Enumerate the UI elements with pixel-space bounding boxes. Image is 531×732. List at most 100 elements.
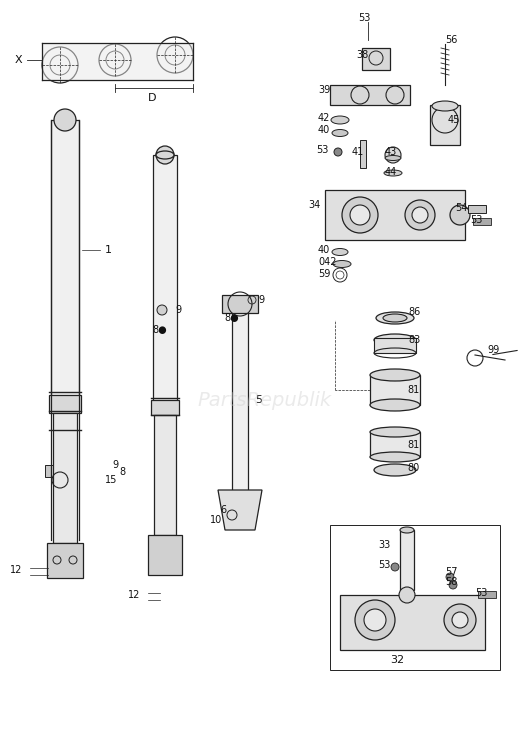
Circle shape <box>364 609 386 631</box>
Bar <box>232 300 248 510</box>
Text: 33: 33 <box>378 540 390 550</box>
Text: 9: 9 <box>258 295 264 305</box>
Circle shape <box>385 147 401 163</box>
Circle shape <box>355 600 395 640</box>
Ellipse shape <box>332 248 348 255</box>
Bar <box>53 413 77 543</box>
Ellipse shape <box>385 155 401 160</box>
Polygon shape <box>218 490 262 530</box>
Text: 15: 15 <box>105 475 117 485</box>
Ellipse shape <box>384 170 402 176</box>
Text: 42: 42 <box>318 113 330 123</box>
Ellipse shape <box>374 464 416 476</box>
Bar <box>222 295 258 313</box>
Text: 53: 53 <box>470 215 482 225</box>
Text: 41: 41 <box>352 147 364 157</box>
Bar <box>374 338 416 353</box>
Text: 59: 59 <box>318 269 330 279</box>
Circle shape <box>399 587 415 603</box>
Circle shape <box>444 604 476 636</box>
Text: PartsRepublik: PartsRepublik <box>198 390 332 409</box>
Bar <box>362 48 390 70</box>
Bar <box>154 415 176 535</box>
Text: 39: 39 <box>318 85 330 95</box>
Bar <box>330 525 500 670</box>
Text: 53: 53 <box>475 588 487 598</box>
Text: 44: 44 <box>385 167 397 177</box>
Ellipse shape <box>383 314 407 322</box>
Ellipse shape <box>370 399 420 411</box>
Ellipse shape <box>374 334 416 346</box>
Text: 54: 54 <box>455 203 467 213</box>
Circle shape <box>342 197 378 233</box>
Text: 45: 45 <box>448 115 460 125</box>
Ellipse shape <box>432 101 458 111</box>
Text: 53: 53 <box>316 145 328 155</box>
Text: 8: 8 <box>119 467 125 477</box>
Bar <box>45 465 53 477</box>
Text: 12: 12 <box>128 590 140 600</box>
Circle shape <box>157 305 167 315</box>
Circle shape <box>412 207 428 223</box>
Circle shape <box>446 573 454 581</box>
Text: 40: 40 <box>318 125 330 135</box>
Circle shape <box>450 205 470 225</box>
Circle shape <box>452 612 468 628</box>
Bar <box>360 140 366 168</box>
Bar <box>370 432 420 457</box>
Bar <box>47 543 83 578</box>
Bar <box>153 155 177 405</box>
Bar <box>430 105 460 145</box>
Circle shape <box>391 563 399 571</box>
Text: 57: 57 <box>445 567 458 577</box>
Text: 99: 99 <box>487 345 499 355</box>
Text: 10: 10 <box>210 515 222 525</box>
Text: 38: 38 <box>356 50 369 60</box>
Circle shape <box>334 148 342 156</box>
Bar <box>151 400 179 415</box>
Text: 58: 58 <box>445 577 457 587</box>
Ellipse shape <box>376 312 414 324</box>
Text: 9: 9 <box>112 460 118 470</box>
Bar <box>468 205 486 213</box>
Bar <box>49 395 81 413</box>
Bar <box>340 595 485 650</box>
Bar <box>473 218 491 225</box>
Ellipse shape <box>331 116 349 124</box>
Text: 8●: 8● <box>224 313 238 323</box>
Text: 042: 042 <box>318 257 337 267</box>
Ellipse shape <box>156 151 174 159</box>
Text: 40: 40 <box>318 245 330 255</box>
Text: 5: 5 <box>255 395 262 405</box>
Bar <box>148 535 182 575</box>
Text: 32: 32 <box>390 655 404 665</box>
Text: 53: 53 <box>378 560 390 570</box>
Circle shape <box>405 200 435 230</box>
Text: D: D <box>148 93 157 103</box>
Text: 53: 53 <box>358 13 371 23</box>
Circle shape <box>449 581 457 589</box>
Circle shape <box>156 146 174 164</box>
Text: 80: 80 <box>407 463 419 473</box>
Ellipse shape <box>370 369 420 381</box>
Bar <box>51 120 79 400</box>
Text: 43: 43 <box>385 147 397 157</box>
Text: 81: 81 <box>407 385 419 395</box>
Text: 56: 56 <box>445 35 457 45</box>
Bar <box>478 591 496 598</box>
Bar <box>400 530 414 590</box>
Ellipse shape <box>400 527 414 533</box>
Ellipse shape <box>332 130 348 136</box>
Bar <box>370 375 420 405</box>
Ellipse shape <box>370 452 420 462</box>
Text: 34: 34 <box>308 200 320 210</box>
Text: 81: 81 <box>407 440 419 450</box>
Circle shape <box>350 205 370 225</box>
Circle shape <box>54 109 76 131</box>
Ellipse shape <box>333 261 351 267</box>
Text: 6: 6 <box>220 505 226 515</box>
Text: 12: 12 <box>10 565 22 575</box>
Bar <box>330 85 410 105</box>
Text: X: X <box>15 55 23 65</box>
Text: 8●: 8● <box>152 325 167 335</box>
